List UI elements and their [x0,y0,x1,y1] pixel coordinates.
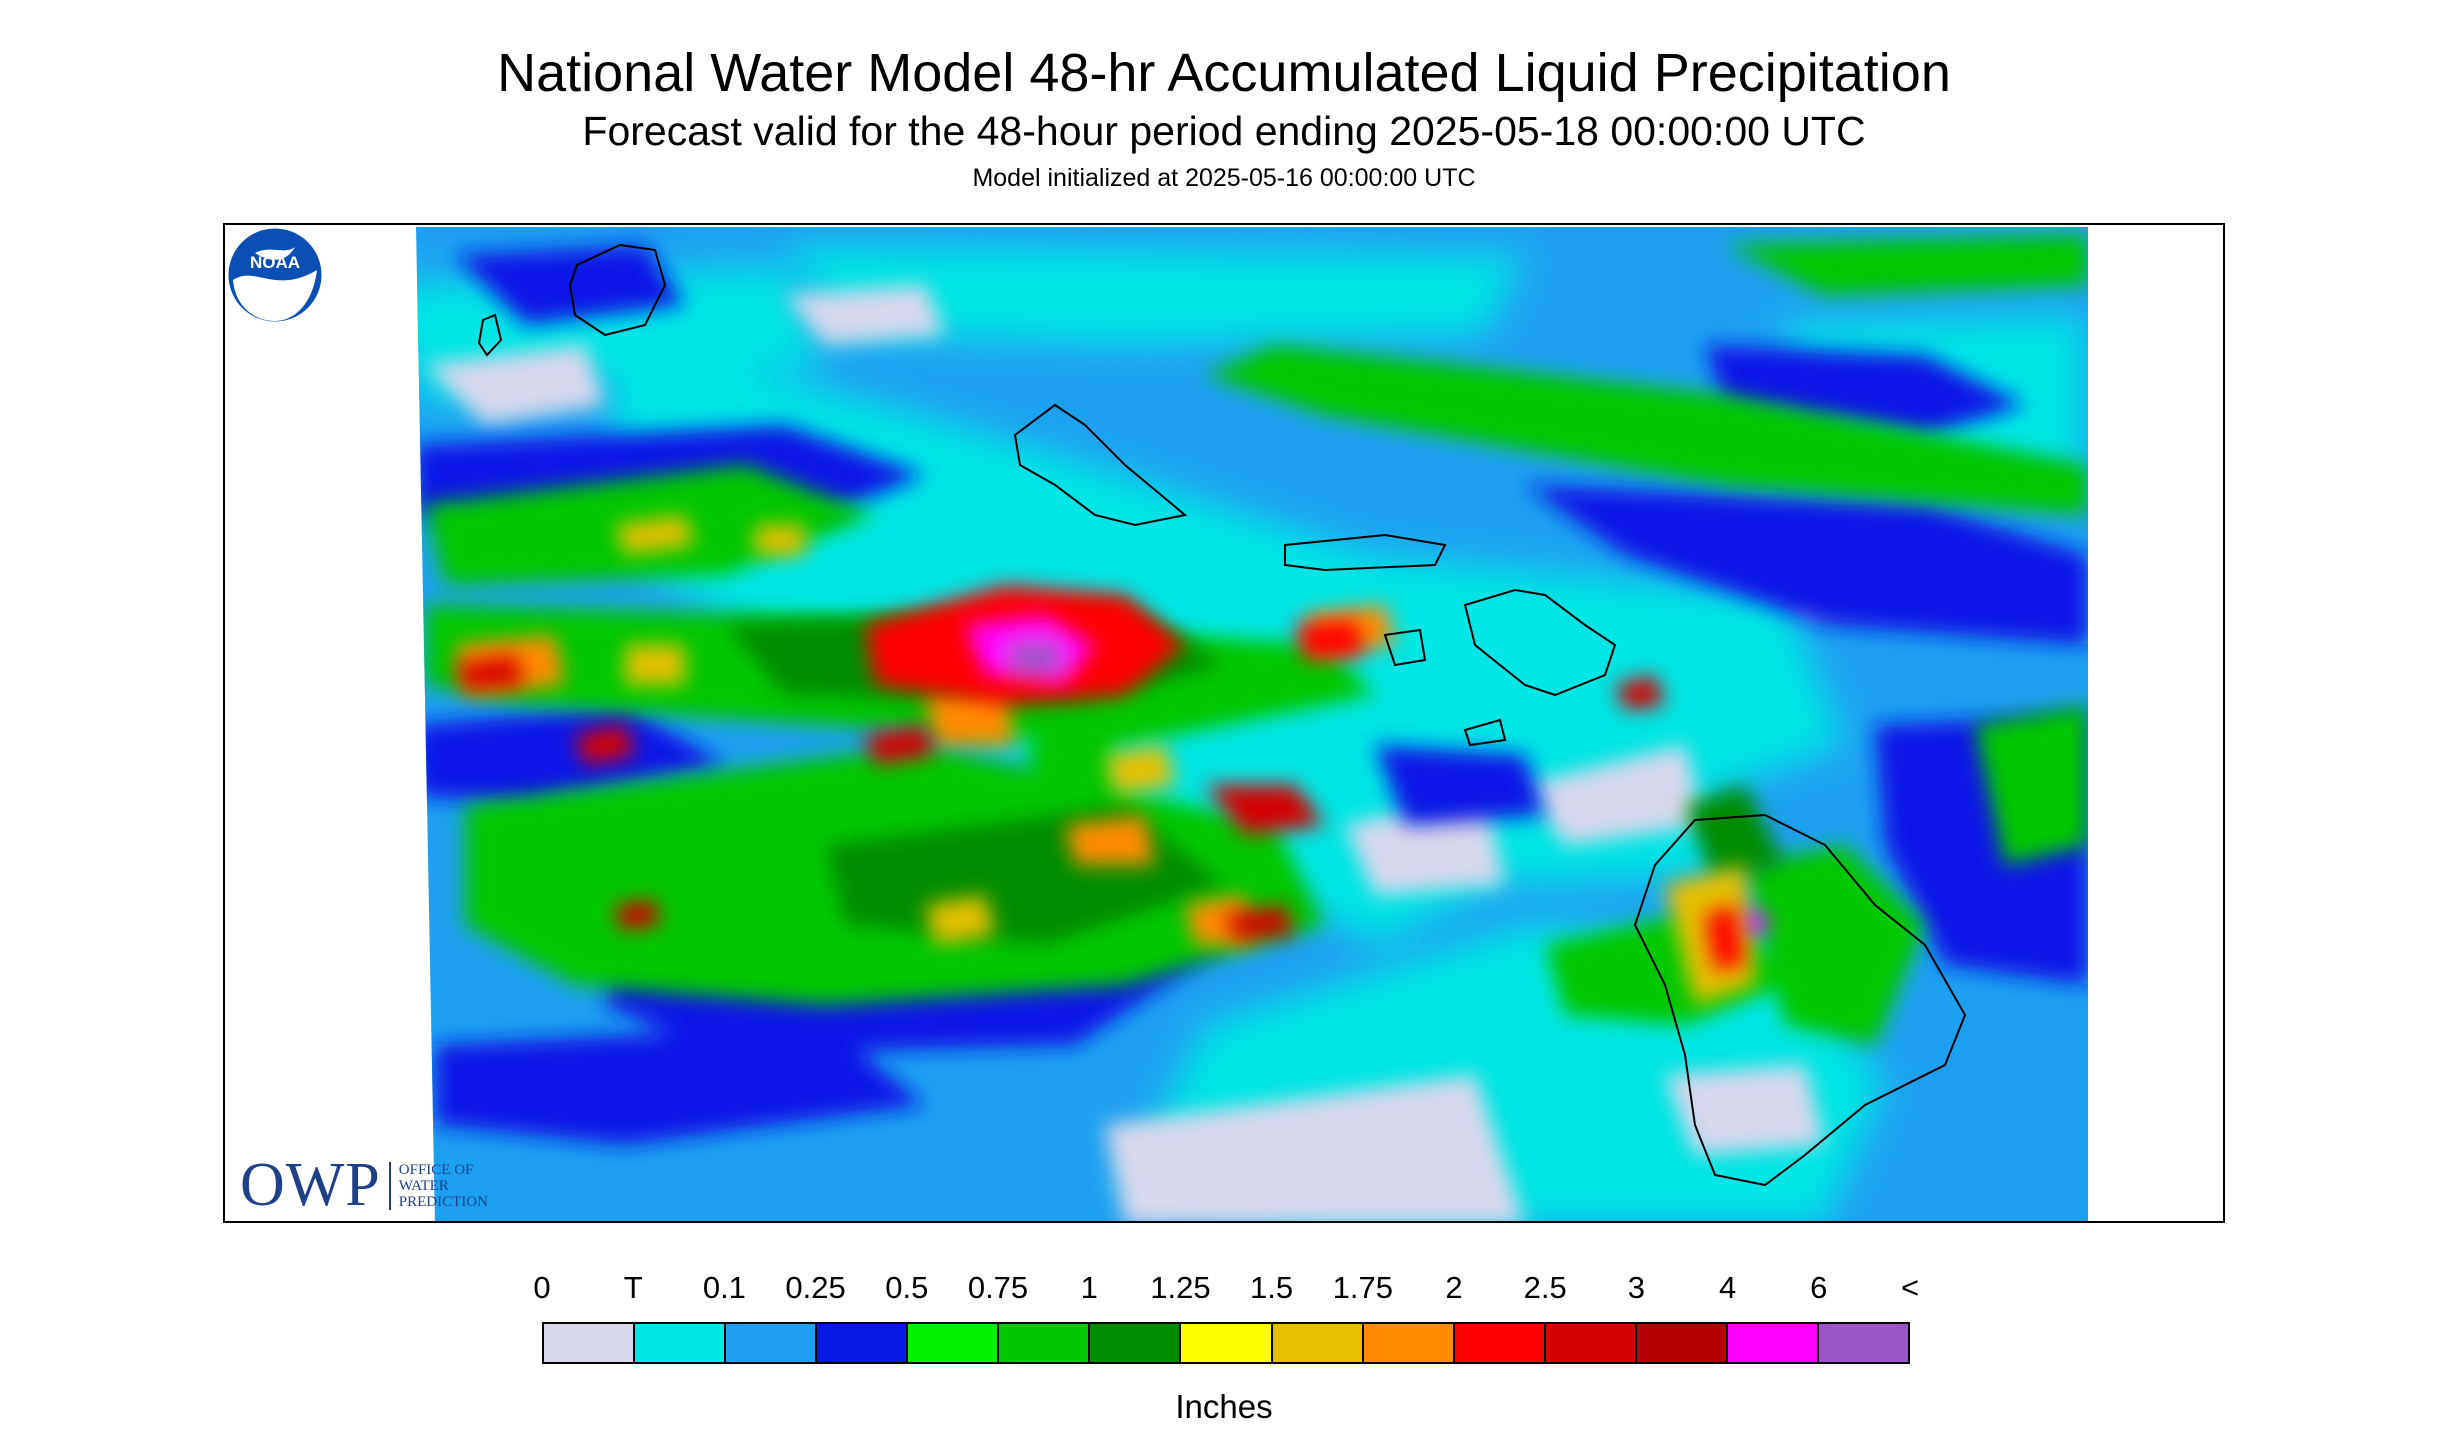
legend-tick-label: 0.1 [702,1270,746,1305]
legend-swatch [817,1324,909,1362]
owp-subtext: OFFICE OF WATER PREDICTION [388,1161,488,1210]
legend-tick-label: T [623,1270,643,1305]
owp-line-2: WATER [398,1177,449,1194]
legend-swatch [1181,1324,1273,1362]
legend-tick-label: 1 [1080,1270,1098,1305]
legend-tick-label: < [1900,1270,1920,1305]
owp-wordmark: OWP [240,1151,381,1219]
legend-tick-label: 2.5 [1523,1270,1567,1305]
legend-swatch [1727,1324,1819,1362]
legend-swatch [726,1324,818,1362]
legend-tick-label: 4 [1718,1270,1737,1305]
precipitation-map: OWP OFFICE OF WATER PREDICTION NOAA [223,223,2225,1223]
island-kauai [568,243,667,337]
legend-tick-label: 0.5 [885,1270,929,1305]
legend-swatch [1363,1324,1455,1362]
legend-swatch [1272,1324,1364,1362]
noaa-logo: NOAA [225,225,325,325]
island-molokai [1284,533,1447,572]
legend-swatch [1818,1324,1908,1362]
legend-labels: 0 T 0.1 0.25 0.5 0.75 1 1.25 1.5 1.75 2 2.5 3 4 6 < [0,1270,2448,1310]
legend-tick-label: 0.25 [785,1270,846,1305]
island-hawaii [1633,813,1967,1187]
owp-logo: OWP OFFICE OF WATER PREDICTION [240,1150,488,1221]
legend-swatch [908,1324,1000,1362]
legend-swatch [1545,1324,1637,1362]
legend-tick-label: 1.75 [1332,1270,1393,1305]
legend-swatch [544,1324,636,1362]
model-init-time: Model initialized at 2025-05-16 00:00:00… [972,164,1476,192]
island-oahu [1013,403,1188,527]
legend-tick-label: 1.5 [1250,1270,1294,1305]
precipitation-field [416,227,2088,1221]
legend-tick-label: 0.75 [967,1270,1029,1305]
legend-swatch [635,1324,727,1362]
map-subtitle: Forecast valid for the 48-hour period en… [582,108,1866,154]
owp-line-3: PREDICTION [398,1193,488,1210]
owp-line-1: OFFICE OF [398,1161,474,1178]
island-lanai [1383,628,1427,667]
legend-tick-label: 3 [1627,1270,1646,1305]
island-maui [1463,588,1617,697]
island-outlines [477,243,1967,1187]
legend-tick-label: 2 [1445,1270,1463,1305]
island-niihau [477,313,503,357]
legend-colorbar [542,1322,1910,1364]
legend-tick-label: 0 [533,1270,551,1305]
legend-swatch [999,1324,1091,1362]
legend-swatch [1090,1324,1182,1362]
map-title: National Water Model 48-hr Accumulated L… [497,43,1951,103]
legend-tick-label: 6 [1810,1270,1828,1305]
island-kahoolawe [1463,718,1507,747]
legend-tick-label: 1.25 [1150,1270,1211,1305]
legend-swatch [1636,1324,1728,1362]
noaa-text: NOAA [250,253,300,272]
legend-swatch [1454,1324,1546,1362]
legend-units: Inches [1175,1388,1273,1425]
